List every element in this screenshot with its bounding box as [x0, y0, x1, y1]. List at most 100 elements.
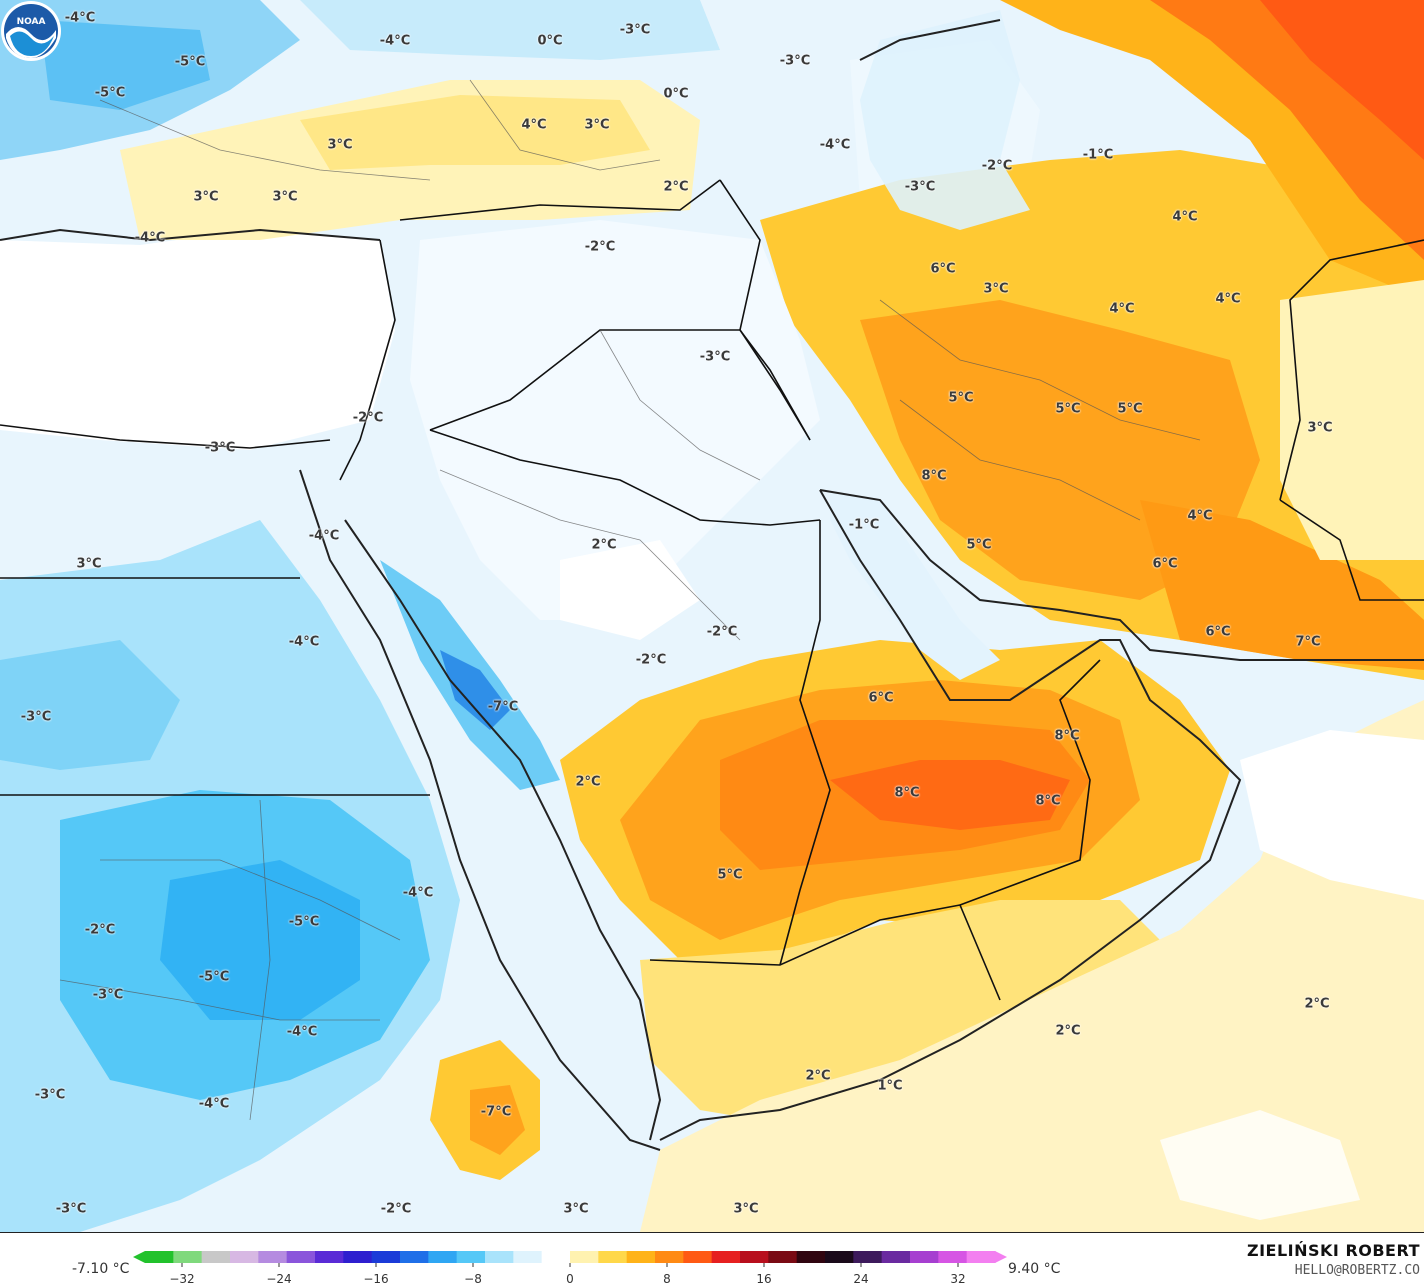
temperature-label: 4°C	[1172, 209, 1198, 225]
temperature-label: -2°C	[84, 922, 116, 938]
temperature-label: 3°C	[193, 189, 219, 205]
temperature-label: 3°C	[327, 137, 353, 153]
temperature-label: -1°C	[1082, 147, 1114, 163]
temperature-label: 7°C	[1295, 634, 1321, 650]
temperature-anomaly-map: -4°C -5°C -5°C -4°C 0°C -3°C -3°C 0°C 4°C 3°C 3°C -…	[0, 0, 1424, 1232]
temperature-label: -2°C	[380, 1201, 412, 1217]
temperature-label: 5°C	[966, 537, 992, 553]
scale-segment	[173, 1251, 203, 1263]
temperature-label: -4°C	[288, 634, 320, 650]
scale-tick-label: 32	[950, 1272, 965, 1286]
temperature-label: 6°C	[868, 690, 894, 706]
temperature-label: 4°C	[1187, 508, 1213, 524]
temperature-label: 3°C	[563, 1201, 589, 1217]
temperature-label: 3°C	[1307, 420, 1333, 436]
scale-segment	[938, 1251, 968, 1263]
temperature-label: -3°C	[699, 349, 731, 365]
temperature-label: -2°C	[635, 652, 667, 668]
temperature-label: -2°C	[352, 410, 384, 426]
temperature-label: -4°C	[308, 528, 340, 544]
temperature-label: 3°C	[733, 1201, 759, 1217]
temperature-label: 4°C	[1109, 301, 1135, 317]
scale-tick-label: 0	[566, 1272, 574, 1286]
temperature-label: 2°C	[1055, 1023, 1081, 1039]
scale-tick-label: 24	[853, 1272, 868, 1286]
temperature-label: -4°C	[402, 885, 434, 901]
temperature-label: 5°C	[1117, 401, 1143, 417]
temperature-label: 1°C	[877, 1078, 903, 1094]
scale-tick-label: −8	[464, 1272, 482, 1286]
noaa-logo: NOAA	[1, 1, 61, 61]
temperature-label: 3°C	[584, 117, 610, 133]
temperature-label: 2°C	[805, 1068, 831, 1084]
color-scale: −32 −24 −16 −8 0 8 16 24 32	[133, 1251, 1007, 1286]
temperature-label: -2°C	[706, 624, 738, 640]
temperature-label: 3°C	[76, 556, 102, 572]
temperature-label: 6°C	[1205, 624, 1231, 640]
temperature-label: 2°C	[1304, 996, 1330, 1012]
temperature-label: -3°C	[20, 709, 52, 725]
author-email: HELLO@ROBERTZ.CO	[1294, 1263, 1420, 1278]
scale-tick-label: 16	[756, 1272, 771, 1286]
scale-segment	[371, 1251, 401, 1263]
temperature-label: -4°C	[134, 230, 166, 246]
scale-segment	[740, 1251, 769, 1263]
temperature-label: -5°C	[174, 54, 206, 70]
temperature-label: 2°C	[591, 537, 617, 553]
scale-segment	[768, 1251, 798, 1263]
scale-segment	[881, 1251, 911, 1263]
temperature-label: 0°C	[663, 86, 689, 102]
temperature-label: -1°C	[848, 517, 880, 533]
legend-min-label: -7.10 °C	[72, 1261, 130, 1277]
legend-max-label: 9.40 °C	[1008, 1261, 1061, 1277]
scale-segment	[626, 1251, 656, 1263]
author-name: ZIELIŃSKI ROBERT	[1246, 1241, 1420, 1260]
temperature-label: -7°C	[480, 1104, 512, 1120]
scale-tick-label: −24	[266, 1272, 291, 1286]
temperature-label: -3°C	[55, 1201, 87, 1217]
scale-segment	[485, 1251, 514, 1263]
legend-footer: -7.10 °C −32 −24 −16 −8 0 8 16 24 32 9.40 °C ZIE…	[0, 1232, 1424, 1288]
scale-segment	[910, 1251, 939, 1263]
temperature-label: 6°C	[1152, 556, 1178, 572]
temperature-label: -3°C	[779, 53, 811, 69]
temperature-label: -4°C	[198, 1096, 230, 1112]
scale-segment	[400, 1251, 429, 1263]
temperature-label: 5°C	[717, 867, 743, 883]
temperature-label: 8°C	[921, 468, 947, 484]
scale-tick-label: −32	[169, 1272, 194, 1286]
temperature-label: -2°C	[981, 158, 1013, 174]
scale-segment	[286, 1251, 316, 1263]
scale-segment	[570, 1251, 599, 1263]
temperature-label: -2°C	[584, 239, 616, 255]
temperature-label: 5°C	[948, 390, 974, 406]
temperature-label: -4°C	[819, 137, 851, 153]
scale-segment	[541, 1251, 571, 1263]
scale-segment	[796, 1251, 826, 1263]
temperature-label: 4°C	[1215, 291, 1241, 307]
temperature-label: 8°C	[1054, 728, 1080, 744]
scale-segment	[683, 1251, 713, 1263]
map-fill-layer	[0, 0, 1424, 1232]
temperature-label: -3°C	[619, 22, 651, 38]
scale-segment	[711, 1251, 741, 1263]
scale-segment	[966, 1251, 996, 1263]
scale-segment	[655, 1251, 684, 1263]
scale-segment	[456, 1251, 486, 1263]
temperature-label: -4°C	[64, 10, 96, 26]
temperature-label: -4°C	[286, 1024, 318, 1040]
temperature-label: 0°C	[537, 33, 563, 49]
temperature-label: 8°C	[1035, 793, 1061, 809]
temperature-label: 6°C	[930, 261, 956, 277]
temperature-label: -5°C	[288, 914, 320, 930]
scale-segment	[258, 1251, 288, 1263]
scale-segment	[825, 1251, 854, 1263]
scale-segment	[145, 1251, 174, 1263]
temperature-label: -3°C	[34, 1087, 66, 1103]
temperature-label: 3°C	[983, 281, 1009, 297]
scale-segment	[513, 1251, 543, 1263]
scale-segment	[598, 1251, 628, 1263]
scale-segment	[853, 1251, 883, 1263]
scale-min-arrow	[133, 1251, 145, 1263]
scale-max-arrow	[995, 1251, 1007, 1263]
